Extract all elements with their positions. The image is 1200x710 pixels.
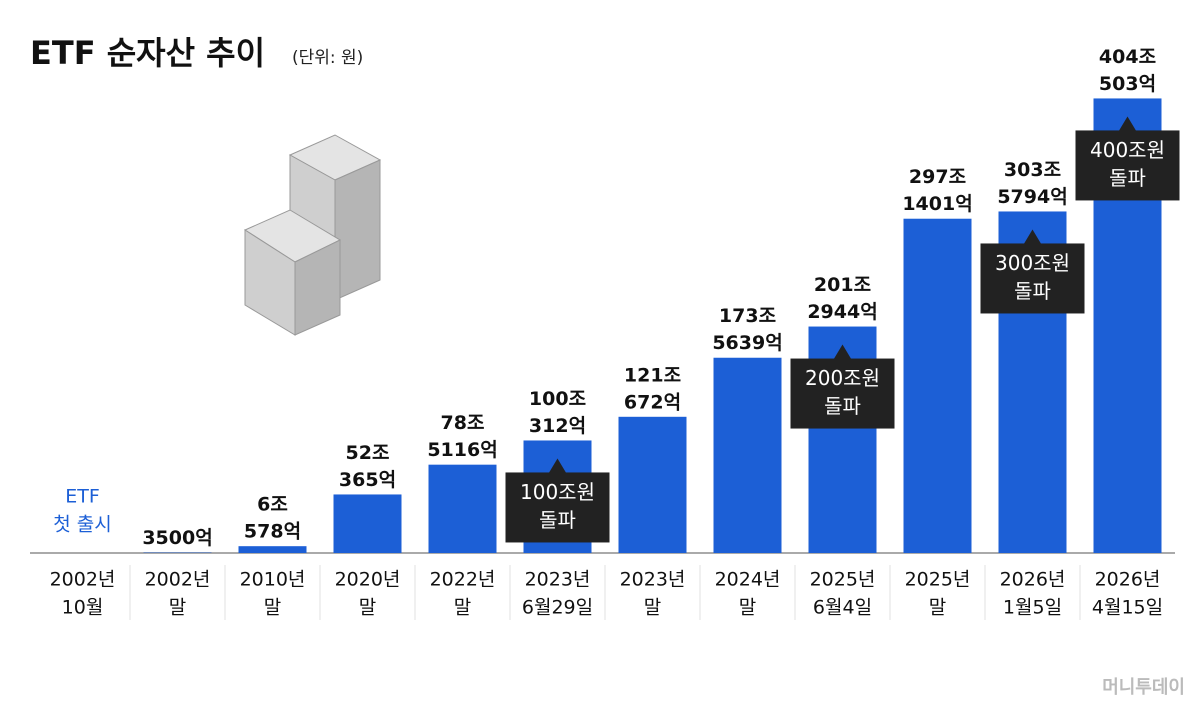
- callout-pointer: [1118, 116, 1137, 132]
- callout-pointer: [1023, 229, 1042, 245]
- x-tick-label: 2025년: [905, 569, 971, 591]
- value-label: 201조: [814, 274, 871, 296]
- source-logo: 머니투데이: [1102, 677, 1185, 698]
- value-label: 297조: [909, 166, 966, 188]
- x-tick-label: 2023년: [525, 569, 591, 591]
- x-tick-label: 2026년: [1095, 569, 1161, 591]
- x-tick-label: 말: [739, 597, 756, 619]
- value-label: 52조: [346, 442, 390, 464]
- x-tick-label: 2025년: [810, 569, 876, 591]
- callout-text: 돌파: [1014, 279, 1051, 303]
- x-tick-label: 말: [169, 597, 186, 619]
- x-tick-label: 2002년: [50, 569, 116, 591]
- value-label: 173조: [719, 305, 776, 327]
- x-tick-label: 10월: [62, 597, 104, 619]
- x-tick-label: 말: [644, 597, 661, 619]
- callout-text: 200조원: [805, 366, 880, 390]
- callout-pointer: [548, 458, 567, 474]
- bar: [618, 416, 687, 553]
- value-label: 6조: [257, 494, 288, 516]
- x-tick-label: 말: [929, 597, 946, 619]
- callout-text: 돌파: [1109, 166, 1146, 190]
- bar: [428, 464, 497, 553]
- callout-pointer: [833, 344, 852, 360]
- chart-subtitle: (단위: 원): [292, 48, 363, 68]
- callout-text: 돌파: [539, 508, 576, 532]
- x-tick-label: 2024년: [715, 569, 781, 591]
- value-label: 312억: [529, 415, 586, 437]
- bar: [713, 357, 782, 553]
- x-tick-label: 2020년: [335, 569, 401, 591]
- x-tick-label: 2010년: [240, 569, 306, 591]
- bar: [333, 494, 402, 553]
- value-label: 503억: [1099, 73, 1156, 95]
- value-label: 5639억: [712, 332, 782, 354]
- x-tick-label: 말: [454, 597, 471, 619]
- x-tick-label: 말: [264, 597, 281, 619]
- value-label: 78조: [441, 412, 485, 434]
- callout-text: 400조원: [1090, 138, 1165, 162]
- x-tick-label: 4월15일: [1092, 597, 1163, 619]
- value-label: 303조: [1004, 159, 1061, 181]
- value-label: 578억: [244, 521, 301, 543]
- callout-text: 300조원: [995, 251, 1070, 275]
- callout-box: [505, 472, 610, 543]
- callout-text: 돌파: [824, 394, 861, 418]
- value-label: 5116억: [427, 439, 497, 461]
- x-tick-label: 6월4일: [813, 597, 872, 619]
- x-tick-label: 6월29일: [522, 597, 593, 619]
- x-tick-label: 2002년: [145, 569, 211, 591]
- value-label: 100조: [529, 388, 586, 410]
- launch-note: ETF: [65, 486, 100, 508]
- callout-box: [980, 243, 1085, 314]
- x-tick-label: 2023년: [620, 569, 686, 591]
- value-label: 365억: [339, 469, 396, 491]
- chart-title: ETF 순자산 추이: [30, 34, 265, 72]
- x-tick-label: 2026년: [1000, 569, 1066, 591]
- value-label: 672억: [624, 391, 681, 413]
- value-label: 404조: [1099, 46, 1156, 68]
- callout-box: [790, 358, 895, 429]
- value-label: 5794억: [997, 186, 1067, 208]
- money-illustration: [243, 134, 382, 336]
- x-tick-label: 2022년: [430, 569, 496, 591]
- value-label: 3500억: [142, 527, 212, 549]
- callout-box: [1075, 130, 1180, 201]
- x-tick-label: 말: [359, 597, 376, 619]
- value-label: 2944억: [807, 301, 877, 323]
- bar: [903, 218, 972, 553]
- x-tick-label: 1월5일: [1003, 597, 1062, 619]
- bar: [238, 546, 307, 553]
- value-label: 121조: [624, 364, 681, 386]
- launch-note: 첫 출시: [53, 514, 111, 536]
- value-label: 1401억: [902, 193, 972, 215]
- callout-text: 100조원: [520, 480, 595, 504]
